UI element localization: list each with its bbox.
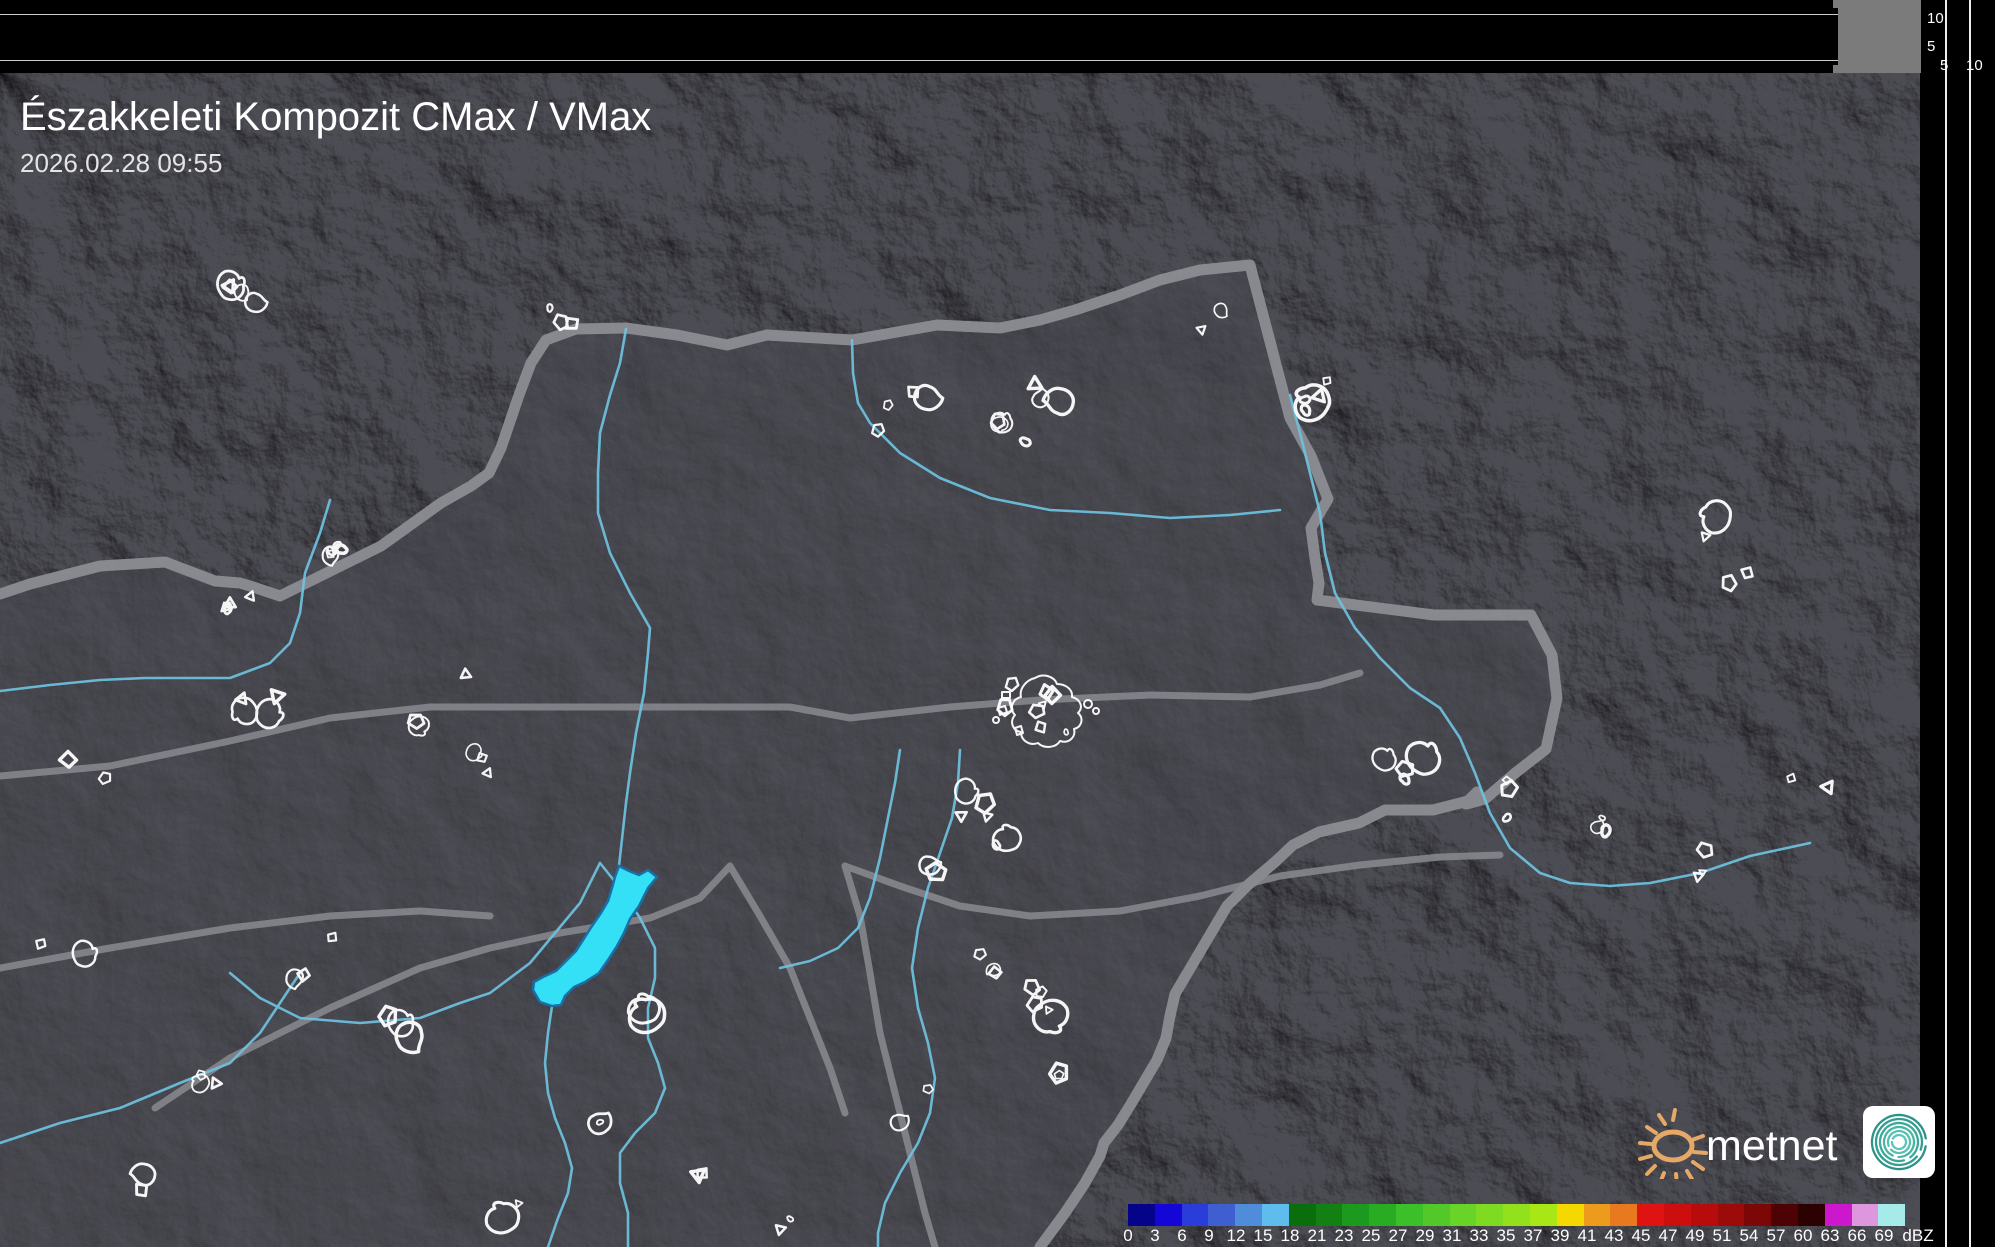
svg-text:metnet: metnet	[1706, 1122, 1838, 1170]
